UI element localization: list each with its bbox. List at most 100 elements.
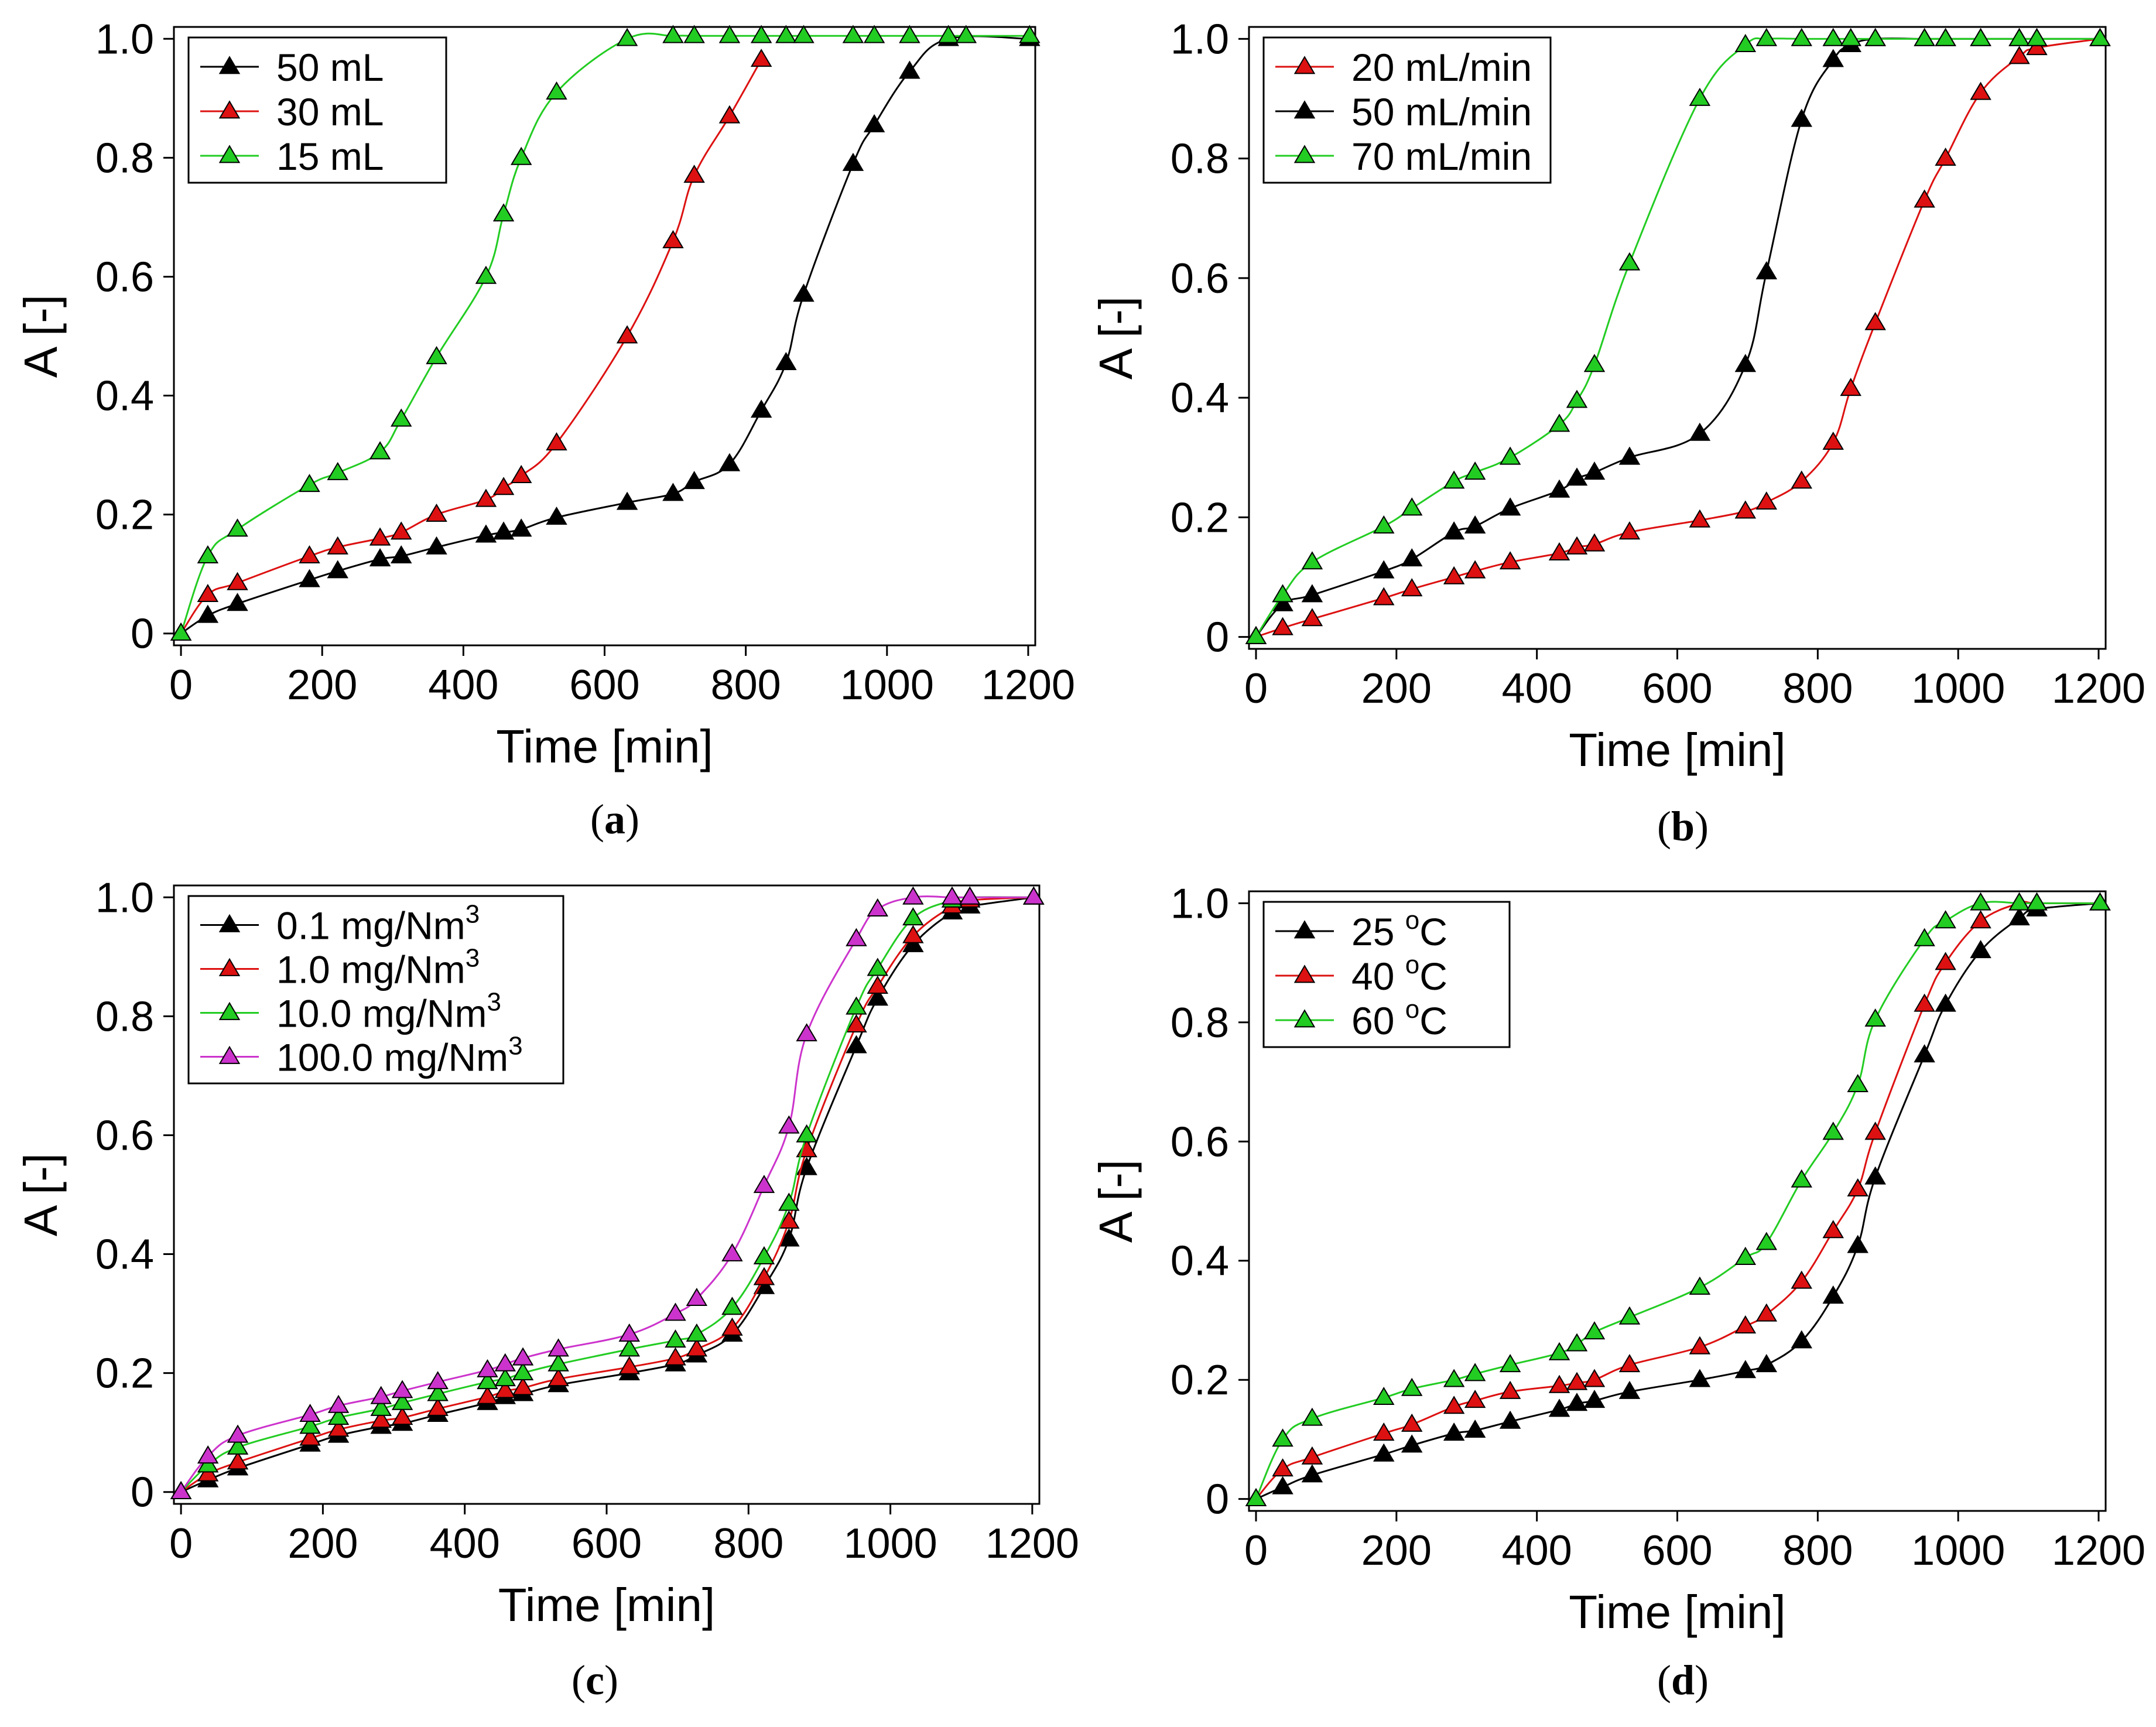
- data-point-marker: [1935, 28, 1956, 46]
- y-axis-label: A [-]: [1090, 1160, 1142, 1243]
- data-point-marker: [475, 265, 497, 284]
- y-tick-label: 0.2: [1171, 1357, 1229, 1404]
- data-point-marker: [959, 886, 981, 905]
- data-point-marker: [616, 28, 638, 46]
- data-point-marker: [477, 1359, 498, 1377]
- data-point-marker: [197, 1454, 219, 1473]
- data-point-marker: [1272, 1458, 1293, 1477]
- data-point-marker: [1618, 446, 1641, 465]
- data-point-marker: [718, 25, 741, 43]
- data-point-marker: [1401, 1413, 1423, 1432]
- data-point-marker: [1464, 515, 1486, 534]
- data-point-marker: [1914, 189, 1935, 208]
- data-point-marker: [721, 1317, 743, 1336]
- data-point-marker: [370, 1386, 392, 1404]
- x-tick-label: 800: [713, 1520, 783, 1567]
- y-tick-label: 1.0: [95, 874, 154, 921]
- chart-panel-a: 0 200 400 600 800 1000 1200 0 0.2 0.4 0.6 0.8 1.0 Tim…: [15, 16, 1075, 772]
- data-point-marker: [1019, 25, 1041, 43]
- y-tick-label: 0: [131, 611, 154, 658]
- data-point-marker: [686, 1338, 708, 1357]
- data-point-marker: [683, 25, 705, 43]
- data-point-marker: [1791, 1270, 1812, 1289]
- data-point-marker: [753, 1246, 775, 1264]
- data-point-marker: [1914, 993, 1935, 1012]
- data-point-marker: [1566, 467, 1588, 486]
- data-point-marker: [778, 1115, 800, 1134]
- data-point-marker: [391, 521, 412, 540]
- data-point-marker: [1373, 1422, 1395, 1441]
- data-point-marker: [1755, 1303, 1778, 1322]
- data-point-marker: [1301, 551, 1323, 570]
- data-point-marker: [842, 152, 864, 171]
- data-point-marker: [426, 346, 447, 364]
- panel-caption-d: (d): [1657, 1657, 1709, 1704]
- data-point-marker: [327, 1407, 350, 1425]
- y-tick-label: 0.6: [1171, 1119, 1229, 1165]
- y-tick-label: 0.2: [95, 1350, 154, 1397]
- data-point-marker: [391, 408, 412, 427]
- data-point-marker: [1689, 87, 1711, 106]
- data-point-marker: [1970, 940, 1991, 959]
- y-tick-label: 1.0: [1171, 16, 1229, 63]
- data-point-marker: [955, 25, 977, 43]
- data-point-marker: [1401, 1377, 1423, 1396]
- data-point-marker: [1443, 1422, 1465, 1441]
- data-point-marker: [867, 898, 889, 916]
- y-tick-label: 0.4: [1171, 375, 1229, 422]
- data-point-marker: [618, 1356, 641, 1374]
- data-point-marker: [327, 1394, 350, 1413]
- data-point-marker: [475, 524, 497, 543]
- data-point-marker: [1443, 470, 1465, 489]
- data-point-marker: [1464, 461, 1486, 480]
- data-point-marker: [1401, 578, 1423, 597]
- data-point-marker: [1443, 521, 1465, 540]
- data-point-marker: [1618, 521, 1641, 540]
- data-point-marker: [369, 548, 391, 567]
- series-0: [1245, 892, 2111, 1506]
- data-point-marker: [899, 60, 920, 79]
- data-point-marker: [1499, 497, 1521, 516]
- data-point-marker: [1822, 1285, 1844, 1304]
- legend-label: 100.0 mg/Nm3: [276, 1032, 523, 1079]
- data-point-marker: [227, 1424, 249, 1443]
- data-point-marker: [902, 886, 924, 905]
- legend-label: 20 mL/min: [1351, 46, 1532, 89]
- data-point-marker: [842, 25, 864, 43]
- data-point-marker: [1566, 1393, 1588, 1411]
- legend-marker: [1293, 965, 1316, 983]
- data-point-marker: [1401, 548, 1423, 567]
- data-point-marker: [1734, 1360, 1757, 1379]
- data-point-marker: [618, 1338, 641, 1357]
- y-tick-label: 0.6: [95, 254, 154, 300]
- data-point-marker: [2008, 46, 2030, 64]
- data-point-marker: [197, 604, 219, 623]
- data-point-marker: [327, 461, 348, 480]
- data-point-marker: [1822, 431, 1844, 450]
- y-axis-label: A [-]: [1090, 296, 1142, 379]
- data-point-marker: [2026, 37, 2048, 56]
- data-point-marker: [510, 518, 532, 537]
- data-point-marker: [863, 114, 885, 132]
- data-point-marker: [1970, 81, 1991, 100]
- data-point-marker: [1548, 1398, 1570, 1417]
- data-point-marker: [547, 1338, 569, 1357]
- y-tick-label: 0: [1206, 614, 1229, 661]
- data-point-marker: [1689, 1336, 1711, 1355]
- x-tick-label: 800: [1782, 1527, 1853, 1574]
- legend-label: 15 mL: [276, 135, 384, 178]
- data-point-marker: [494, 1368, 516, 1387]
- data-point-marker: [1401, 1434, 1423, 1453]
- y-tick-label: 0.6: [1171, 255, 1229, 302]
- data-point-marker: [2008, 907, 2030, 926]
- data-point-marker: [616, 325, 638, 344]
- data-point-marker: [1734, 1246, 1757, 1265]
- y-tick-label: 0: [1206, 1476, 1229, 1523]
- data-point-marker: [793, 283, 815, 302]
- x-tick-label: 800: [1782, 665, 1853, 712]
- legend-marker: [1293, 1009, 1316, 1028]
- data-point-marker: [197, 583, 219, 603]
- data-point-marker: [750, 49, 772, 67]
- data-point-marker: [796, 1023, 817, 1042]
